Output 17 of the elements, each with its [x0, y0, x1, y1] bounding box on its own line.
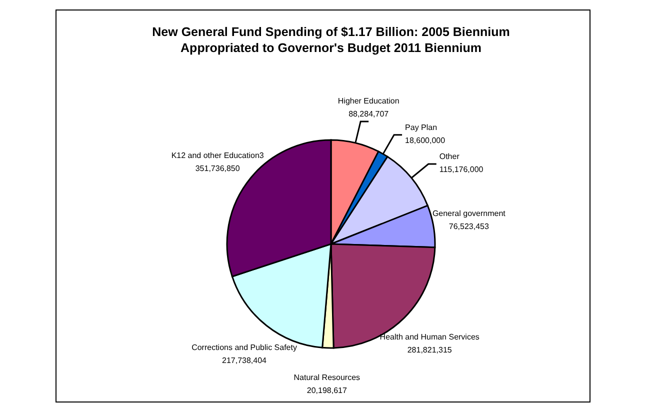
data-label: 88,284,707	[348, 110, 390, 119]
data-label: 281,821,315	[407, 345, 452, 354]
data-label: 217,738,404	[222, 356, 268, 365]
data-label: 115,176,000	[439, 165, 484, 174]
slice-label: Natural Resources	[294, 372, 360, 382]
data-label: 18,600,000	[405, 136, 446, 145]
slice-label: K12 and other Education3	[171, 150, 264, 160]
slice-label: Pay Plan	[405, 122, 438, 132]
slice-label: Other	[439, 152, 460, 162]
chart-title: New General Fund Spending of $1.17 Billion: 2005 Biennium Appropriated to Governor's Budget 2011 Biennium	[152, 25, 510, 55]
slice-label: General government	[432, 208, 506, 218]
slice-label: Higher Education	[338, 96, 400, 106]
slice-label: Health and Human Services	[380, 332, 480, 342]
data-label: 76,523,453	[448, 222, 490, 231]
data-label: 20,198,617	[306, 386, 348, 395]
data-label: 351,736,850	[195, 164, 240, 173]
slice-label: Corrections and Public Safety	[192, 342, 297, 352]
